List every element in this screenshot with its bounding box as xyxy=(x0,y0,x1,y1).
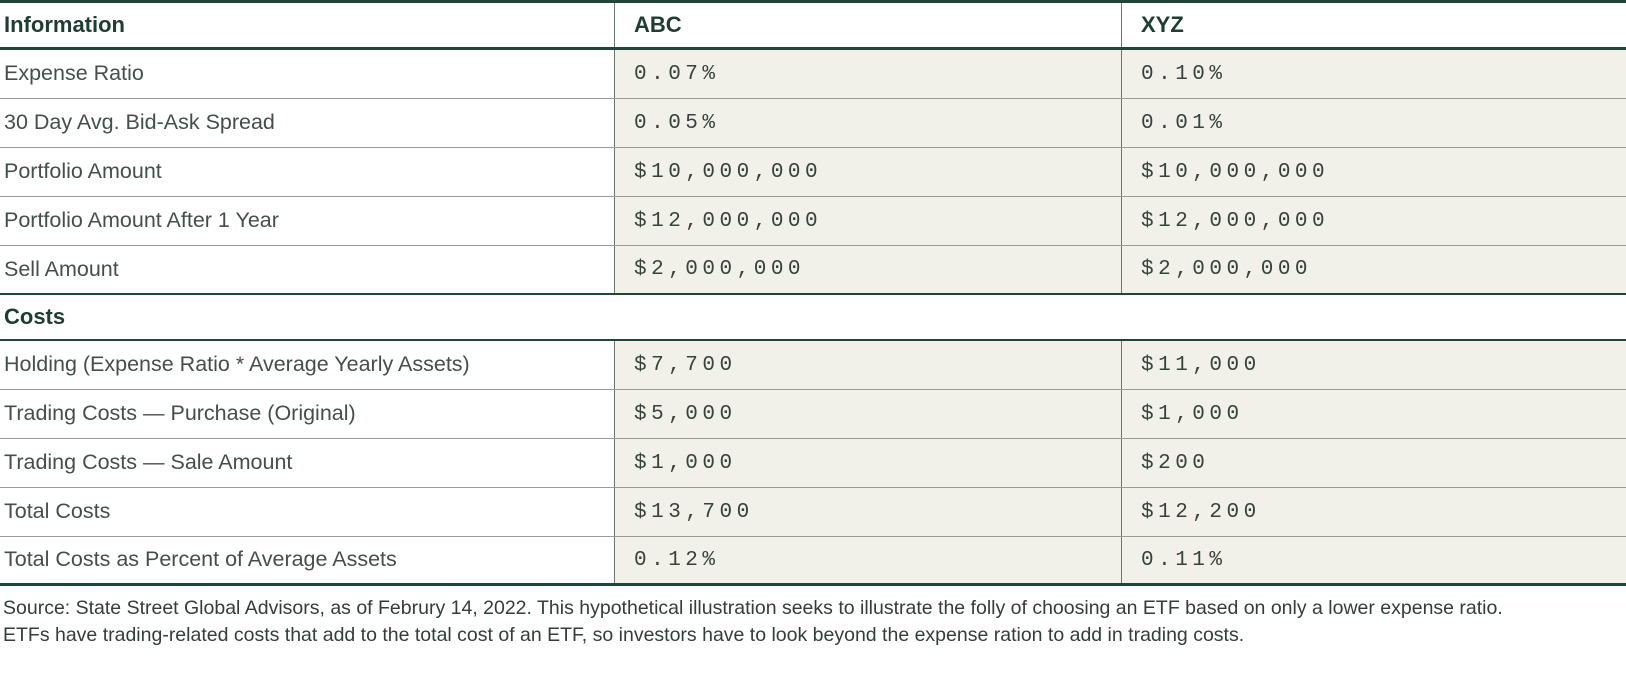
column-header-xyz: XYZ xyxy=(1121,3,1626,47)
table-row-expense-ratio: Expense Ratio 0.07% 0.10% xyxy=(0,50,1626,99)
abc-value-cell: 0.05% xyxy=(614,99,1121,147)
etf-cost-comparison-document: Information ABC XYZ Expense Ratio 0.07% … xyxy=(0,0,1626,649)
table-row-holding-cost: Holding (Expense Ratio * Average Yearly … xyxy=(0,341,1626,390)
abc-value-cell: $13,700 xyxy=(614,488,1121,536)
table-header-row: Information ABC XYZ xyxy=(0,3,1626,50)
xyz-value-cell: 0.01% xyxy=(1121,99,1626,147)
abc-value-cell: 0.12% xyxy=(614,537,1121,583)
table-row-total-costs-percent: Total Costs as Percent of Average Assets… xyxy=(0,537,1626,586)
row-label: Total Costs as Percent of Average Assets xyxy=(4,547,397,572)
table-row-bid-ask-spread: 30 Day Avg. Bid-Ask Spread 0.05% 0.01% xyxy=(0,99,1626,148)
source-footnote-line-2: ETFs have trading-related costs that add… xyxy=(3,624,1245,646)
xyz-value-cell: $10,000,000 xyxy=(1121,148,1626,196)
abc-value-cell: $10,000,000 xyxy=(614,148,1121,196)
abc-value-cell: $7,700 xyxy=(614,341,1121,389)
table-row-trading-costs-sale: Trading Costs — Sale Amount $1,000 $200 xyxy=(0,439,1626,488)
source-footnote-line-1: Source: State Street Global Advisors, as… xyxy=(3,597,1503,619)
abc-value-cell: $2,000,000 xyxy=(614,246,1121,293)
abc-value-cell: 0.07% xyxy=(614,50,1121,98)
section-header-label: Costs xyxy=(4,304,66,329)
abc-value-cell: $5,000 xyxy=(614,390,1121,438)
abc-value-cell: $12,000,000 xyxy=(614,197,1121,245)
table-row-portfolio-after-1-year: Portfolio Amount After 1 Year $12,000,00… xyxy=(0,197,1626,246)
xyz-value-cell: $2,000,000 xyxy=(1121,246,1626,293)
section-header-costs: Costs xyxy=(0,295,1626,341)
row-label: Trading Costs — Purchase (Original) xyxy=(4,401,356,426)
source-footnote: Source: State Street Global Advisors, as… xyxy=(0,595,1626,649)
table-row-sell-amount: Sell Amount $2,000,000 $2,000,000 xyxy=(0,246,1626,295)
xyz-value-cell: $11,000 xyxy=(1121,341,1626,389)
xyz-value-cell: 0.10% xyxy=(1121,50,1626,98)
row-label: Total Costs xyxy=(4,499,111,524)
xyz-value-cell: $12,200 xyxy=(1121,488,1626,536)
xyz-value-cell: $1,000 xyxy=(1121,390,1626,438)
row-label: Sell Amount xyxy=(4,256,119,281)
row-label: Holding (Expense Ratio * Average Yearly … xyxy=(4,352,470,377)
xyz-value-cell: $12,000,000 xyxy=(1121,197,1626,245)
table-row-trading-costs-purchase: Trading Costs — Purchase (Original) $5,0… xyxy=(0,390,1626,439)
row-label: 30 Day Avg. Bid-Ask Spread xyxy=(4,110,275,135)
row-label: Portfolio Amount xyxy=(4,159,162,184)
etf-cost-comparison-table: Information ABC XYZ Expense Ratio 0.07% … xyxy=(0,0,1626,586)
xyz-value-cell: 0.11% xyxy=(1121,537,1626,583)
row-label: Trading Costs — Sale Amount xyxy=(4,450,293,475)
xyz-value-cell: $200 xyxy=(1121,439,1626,487)
column-header-information: Information xyxy=(4,12,125,37)
abc-value-cell: $1,000 xyxy=(614,439,1121,487)
row-label: Portfolio Amount After 1 Year xyxy=(4,208,279,233)
row-label: Expense Ratio xyxy=(4,61,144,86)
table-row-portfolio-amount: Portfolio Amount $10,000,000 $10,000,000 xyxy=(0,148,1626,197)
table-row-total-costs: Total Costs $13,700 $12,200 xyxy=(0,488,1626,537)
column-header-abc: ABC xyxy=(614,3,1121,47)
